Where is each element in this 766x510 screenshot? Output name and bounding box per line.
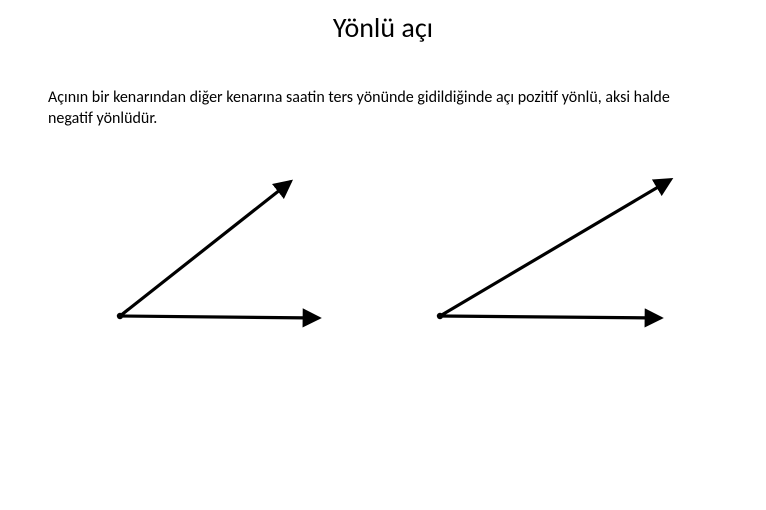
angle-0-ray-1 [120,182,290,316]
angle-1-ray-1 [440,180,670,316]
angle-diagram [0,0,766,510]
angle-0-vertex [117,313,123,319]
description-text: Açının bir kenarından diğer kenarına saa… [48,88,688,130]
angle-0-ray-0 [120,316,318,318]
angle-1-vertex [437,313,443,319]
page-title: Yönlü açı [0,10,766,45]
angle-1-ray-0 [440,316,660,318]
